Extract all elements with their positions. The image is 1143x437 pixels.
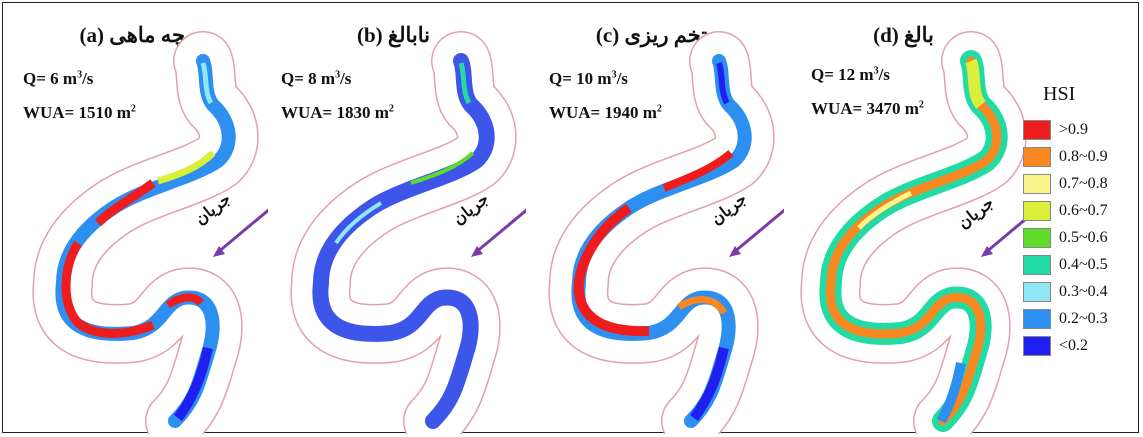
legend-item: 0.5~0.6 [1023,224,1133,251]
legend-label: 0.8~0.9 [1059,147,1108,165]
legend-item: 0.4~0.5 [1023,251,1133,278]
panel-a: (a) بچه ماهی Q= 6 m3/s WUA= 1510 m2 جریا… [3,3,268,434]
legend-label: 0.2~0.3 [1059,309,1108,327]
legend-label: 0.5~0.6 [1059,228,1108,246]
panel-letter: (b) [357,23,383,47]
legend-item: <0.2 [1023,332,1133,359]
discharge-label: Q= 12 m3/s [811,65,890,84]
legend-item: >0.9 [1023,116,1133,143]
panel-title-fa: بچه ماهی [109,23,192,47]
wua-label: WUA= 1830 m2 [281,103,394,122]
river-map-c [548,31,784,434]
panel-d: (d) بالغ Q= 12 m3/s WUA= 3470 m2 جریان [771,3,1036,434]
river-map-d [800,31,1036,434]
discharge-label: Q= 6 m3/s [23,69,94,88]
legend-title: HSI [1043,83,1076,105]
panel-title: (c) تخم ریزی [519,23,784,48]
wua-label: WUA= 1510 m2 [23,103,136,122]
river-map-b [290,31,526,434]
flow-arrow [216,208,268,255]
legend-swatch [1023,173,1051,194]
legend-item: 0.6~0.7 [1023,197,1133,224]
panel-b: (b) نابالغ Q= 8 m3/s WUA= 1830 m2 جریان [261,3,526,434]
panel-letter: (a) [79,23,105,47]
flow-arrow [474,208,526,255]
legend-swatch [1023,227,1051,248]
discharge-label: Q= 10 m3/s [549,69,628,88]
legend-swatch [1023,119,1051,140]
panel-title: (d) بالغ [771,23,1036,48]
legend-item: 0.7~0.8 [1023,170,1133,197]
legend-swatch [1023,254,1051,275]
panel-title-fa: نابالغ [387,23,430,47]
legend-label: <0.2 [1059,336,1089,354]
legend-label: 0.7~0.8 [1059,174,1108,192]
legend-item: 0.3~0.4 [1023,278,1133,305]
legend-item: 0.8~0.9 [1023,143,1133,170]
hsi-legend: HSI >0.9 0.8~0.9 0.7~0.8 0.6~0.7 0.5~0.6 0.4~… [1023,83,1133,359]
panel-title: (b) نابالغ [261,23,526,48]
panel-letter: (c) [595,23,620,47]
legend-label: >0.9 [1059,120,1089,138]
panel-c: (c) تخم ریزی Q= 10 m3/s WUA= 1940 m2 جری… [519,3,784,434]
flow-arrow [732,208,784,255]
river-map-a [32,31,268,434]
legend-swatch [1023,200,1051,221]
panel-title-fa: تخم ریزی [624,23,708,47]
legend-swatch [1023,335,1051,356]
legend-swatch [1023,146,1051,167]
wua-label: WUA= 1940 m2 [549,103,662,122]
panel-letter: (d) [873,23,899,47]
legend-item: 0.2~0.3 [1023,305,1133,332]
panel-title-fa: بالغ [904,23,934,47]
legend-label: 0.6~0.7 [1059,201,1108,219]
legend-label: 0.3~0.4 [1059,282,1108,300]
legend-swatch [1023,281,1051,302]
wua-label: WUA= 3470 m2 [811,99,924,118]
discharge-label: Q= 8 m3/s [281,69,352,88]
legend-swatch [1023,308,1051,329]
legend-label: 0.4~0.5 [1059,255,1108,273]
panel-title: (a) بچه ماهی [3,23,268,48]
